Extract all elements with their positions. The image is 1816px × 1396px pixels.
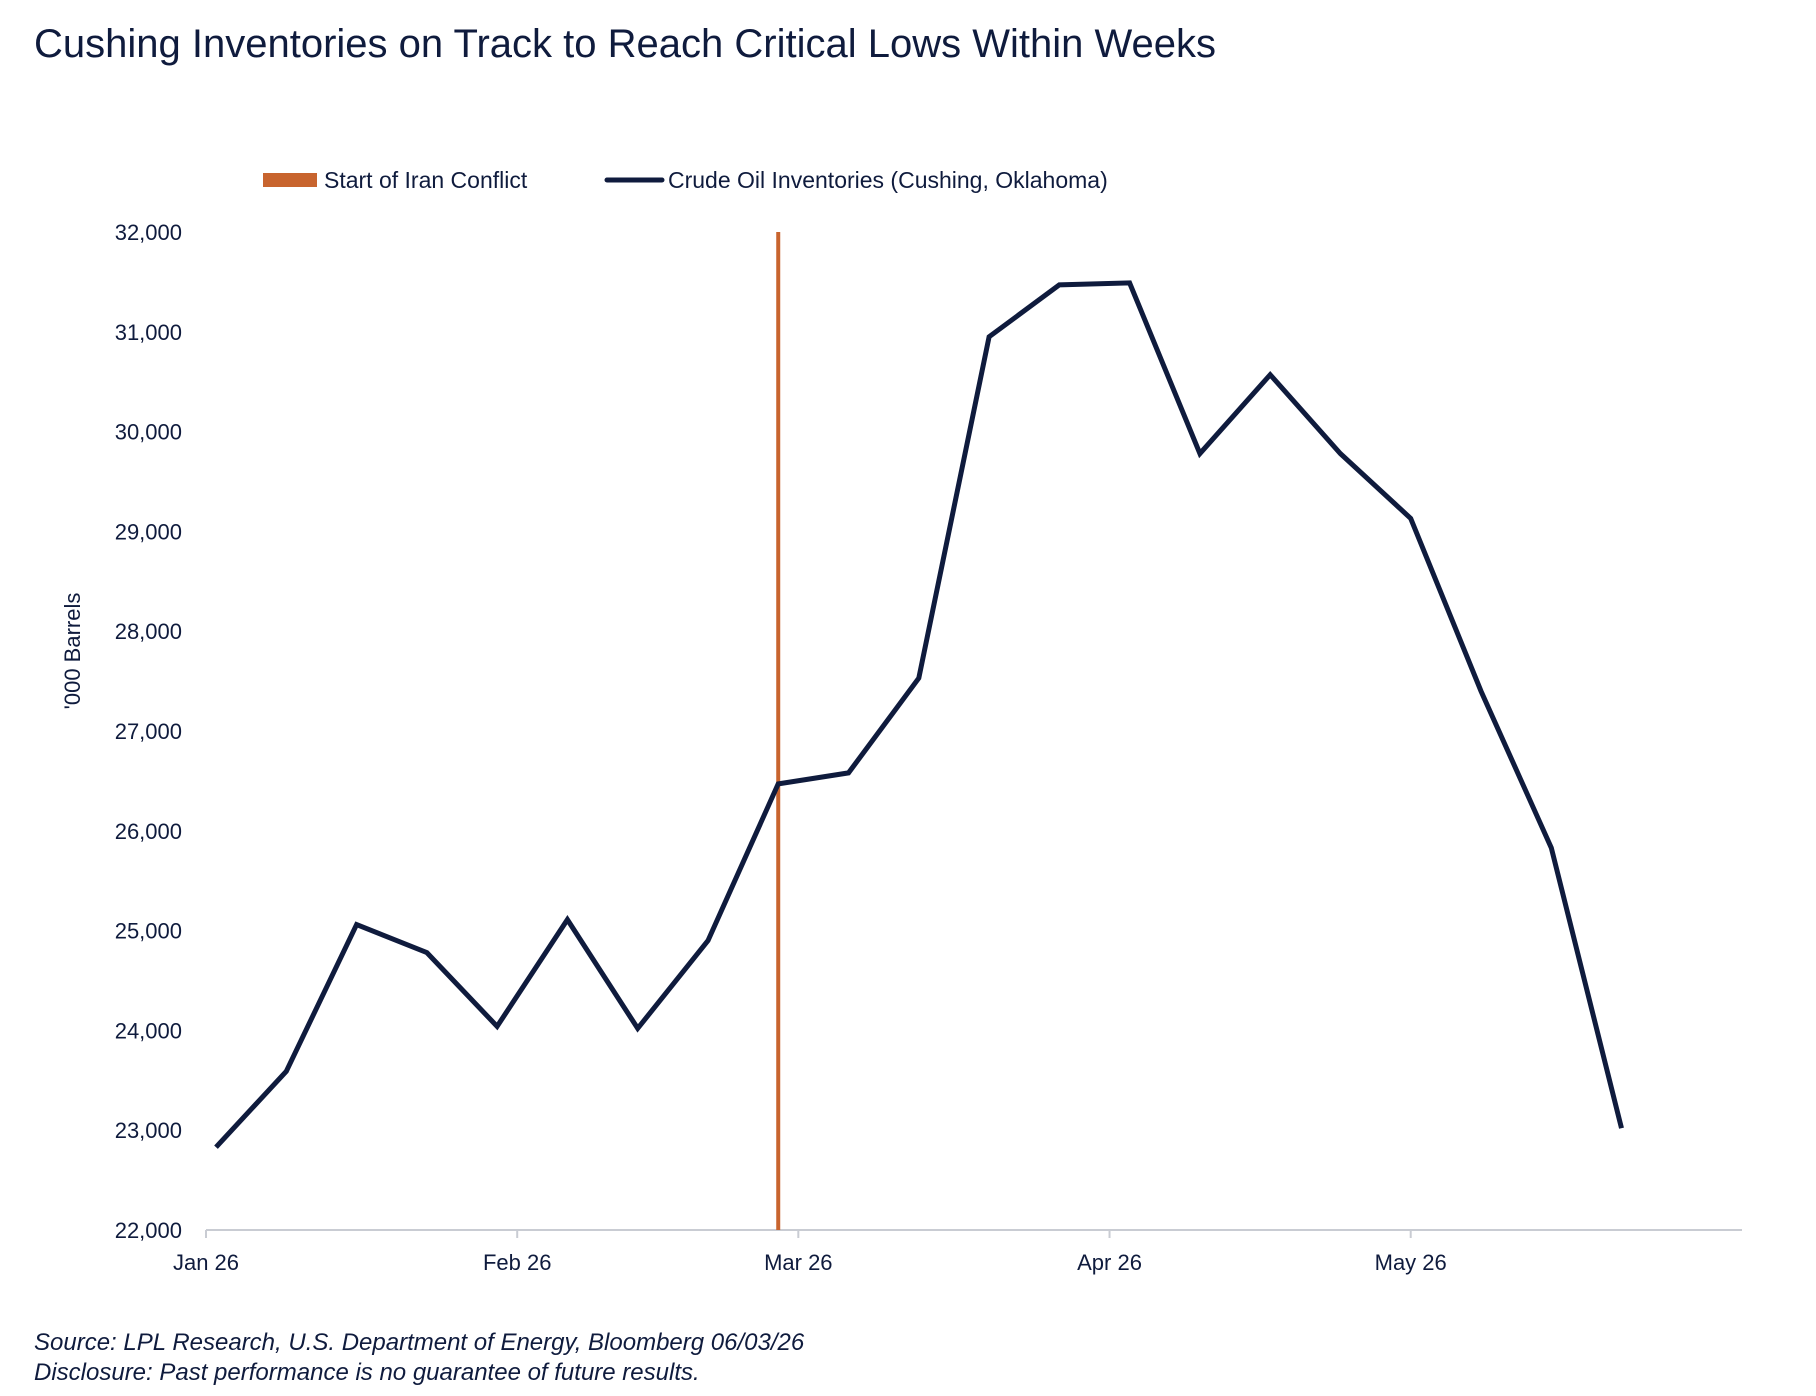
- x-tick-label: Apr 26: [1077, 1250, 1142, 1275]
- y-tick-label: 23,000: [115, 1118, 182, 1143]
- y-tick-label: 24,000: [115, 1018, 182, 1043]
- y-axis-label: '000 Barrels: [60, 593, 85, 710]
- x-tick-label: Jan 26: [173, 1250, 239, 1275]
- x-tick-label: May 26: [1375, 1250, 1447, 1275]
- legend-label-event: Start of Iran Conflict: [324, 167, 528, 193]
- series-line-crude-oil-inventories: [214, 280, 1624, 1149]
- legend-swatch-event: [263, 173, 317, 187]
- y-tick-label: 25,000: [115, 919, 182, 944]
- y-tick-label: 22,000: [115, 1218, 182, 1243]
- disclosure-note: Disclosure: Past performance is no guara…: [34, 1359, 700, 1386]
- y-tick-label: 30,000: [115, 420, 182, 445]
- source-note: Source: LPL Research, U.S. Department of…: [34, 1329, 805, 1356]
- y-tick-label: 29,000: [115, 519, 182, 544]
- y-tick-label: 32,000: [115, 220, 182, 245]
- x-tick-label: Mar 26: [764, 1250, 832, 1275]
- x-tick-label: Feb 26: [483, 1250, 552, 1275]
- y-tick-label: 31,000: [115, 320, 182, 345]
- y-tick-label: 26,000: [115, 819, 182, 844]
- footnotes: Source: LPL Research, U.S. Department of…: [34, 1328, 804, 1388]
- y-tick-label: 28,000: [115, 619, 182, 644]
- chart-title: Cushing Inventories on Track to Reach Cr…: [34, 22, 1216, 66]
- y-tick-label: 27,000: [115, 719, 182, 744]
- legend-label-series: Crude Oil Inventories (Cushing, Oklahoma…: [668, 167, 1108, 193]
